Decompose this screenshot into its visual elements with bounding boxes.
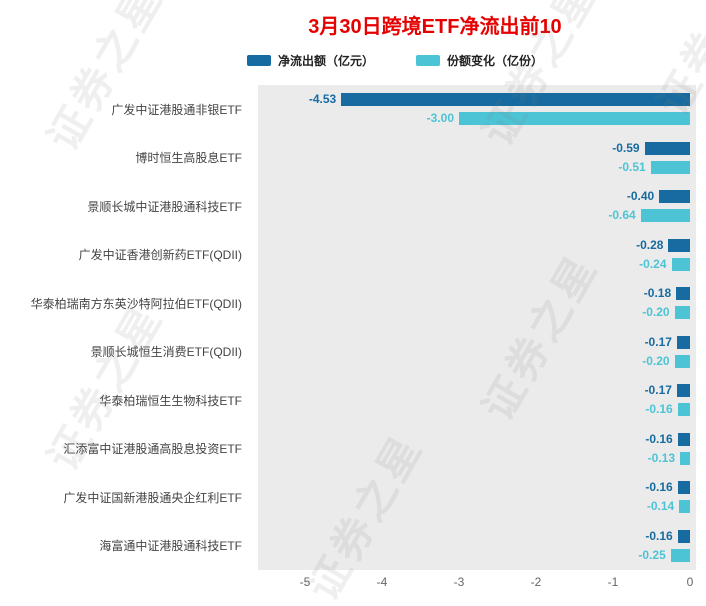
chart-row: -0.16 -0.25 (258, 522, 696, 571)
bar-netflow (659, 190, 690, 204)
value-label: -0.16 (645, 402, 673, 417)
bar-sharechange (674, 306, 690, 320)
bar-netflow (668, 238, 690, 252)
value-label: -0.16 (645, 480, 673, 495)
bar-netflow (341, 93, 690, 107)
chart-row: -0.28 -0.24 (258, 231, 696, 280)
bar-sharechange (640, 209, 690, 223)
value-label: -0.13 (647, 450, 675, 465)
bar-sharechange (670, 548, 690, 562)
x-tick-label: 0 (686, 575, 694, 589)
category-label: 广发中证香港创新药ETF(QDII) (78, 248, 242, 263)
x-tick-label: -1 (607, 575, 619, 589)
category-label: 海富通中证港股通科技ETF (99, 539, 242, 554)
bar-netflow (676, 384, 690, 398)
value-label: -3.00 (426, 111, 454, 126)
category-label: 华泰柏瑞南方东英沙特阿拉伯ETF(QDII) (30, 296, 242, 311)
value-label: -0.25 (638, 547, 666, 562)
value-label: -0.20 (642, 305, 670, 320)
bar-sharechange (459, 112, 690, 126)
bar-netflow (677, 529, 690, 543)
category-label: 景顺长城中证港股通科技ETF (87, 199, 242, 214)
legend-label-sharechange: 份额变化（亿份） (447, 54, 544, 68)
chart-row: -0.17 -0.20 (258, 328, 696, 377)
chart-row: -0.17 -0.16 (258, 376, 696, 425)
chart-row: -0.18 -0.20 (258, 279, 696, 328)
x-tick-label: -5 (299, 575, 311, 589)
bar-netflow (676, 287, 690, 301)
chart-row: -0.59 -0.51 (258, 134, 696, 183)
bar-sharechange (680, 451, 690, 465)
value-label: -0.59 (612, 140, 640, 155)
x-tick-label: -2 (530, 575, 542, 589)
legend-item-netflow: 净流出额（亿元） (246, 52, 374, 69)
value-label: -0.51 (618, 159, 646, 174)
bar-netflow (676, 335, 690, 349)
x-tick-label: -4 (376, 575, 388, 589)
value-label: -0.64 (608, 208, 636, 223)
bar-netflow (677, 481, 690, 495)
value-label: -0.16 (645, 528, 673, 543)
chart-row: -4.53 -3.00 (258, 85, 696, 134)
x-tick-label: -3 (453, 575, 465, 589)
bar-sharechange (679, 500, 690, 514)
category-label: 汇添富中证港股通高股息投资ETF (63, 442, 242, 457)
value-label: -4.53 (308, 92, 337, 107)
chart-title: 3月30日跨境ETF净流出前10 (308, 16, 562, 38)
legend: 净流出额（亿元） 份额变化（亿份） (165, 52, 625, 69)
category-label: 博时恒生高股息ETF (135, 151, 242, 166)
value-label: -0.28 (636, 237, 664, 252)
chart-row: -0.16 -0.13 (258, 425, 696, 474)
category-label: 华泰柏瑞恒生生物科技ETF (99, 393, 242, 408)
bar-sharechange (650, 160, 690, 174)
value-label: -0.17 (644, 383, 672, 398)
value-label: -0.18 (643, 286, 672, 301)
legend-label-netflow: 净流出额（亿元） (277, 54, 374, 68)
category-label: 景顺长城恒生消费ETF(QDII) (90, 345, 242, 360)
plot-area: -4.53 -3.00 -0.59 -0.51 -0.40 -0.64 -0.28 -0.24… (258, 85, 696, 570)
value-label: -0.14 (646, 499, 675, 514)
category-label: 广发中证港股通非银ETF (111, 102, 242, 117)
legend-swatch-sharechange (416, 55, 440, 66)
bar-netflow (644, 141, 690, 155)
bar-sharechange (674, 354, 690, 368)
bar-rows: -4.53 -3.00 -0.59 -0.51 -0.40 -0.64 -0.28 -0.24… (258, 85, 696, 570)
legend-item-sharechange: 份额变化（亿份） (416, 52, 543, 69)
bar-netflow (677, 432, 690, 446)
value-label: -0.20 (642, 353, 670, 368)
legend-swatch-netflow (246, 55, 271, 66)
value-label: -0.17 (644, 334, 672, 349)
bar-sharechange (671, 257, 690, 271)
category-label: 广发中证国新港股通央企红利ETF (63, 490, 242, 505)
chart-row: -0.16 -0.14 (258, 473, 696, 522)
category-axis: 广发中证港股通非银ETF 博时恒生高股息ETF 景顺长城中证港股通科技ETF 广发中证… (0, 85, 250, 570)
bar-sharechange (677, 403, 690, 417)
x-axis: -5 -4 -3 -2 -1 0 (0, 575, 706, 593)
value-label: -0.40 (626, 189, 655, 204)
chart-row: -0.40 -0.64 (258, 182, 696, 231)
value-label: -0.24 (639, 256, 667, 271)
value-label: -0.16 (645, 431, 673, 446)
